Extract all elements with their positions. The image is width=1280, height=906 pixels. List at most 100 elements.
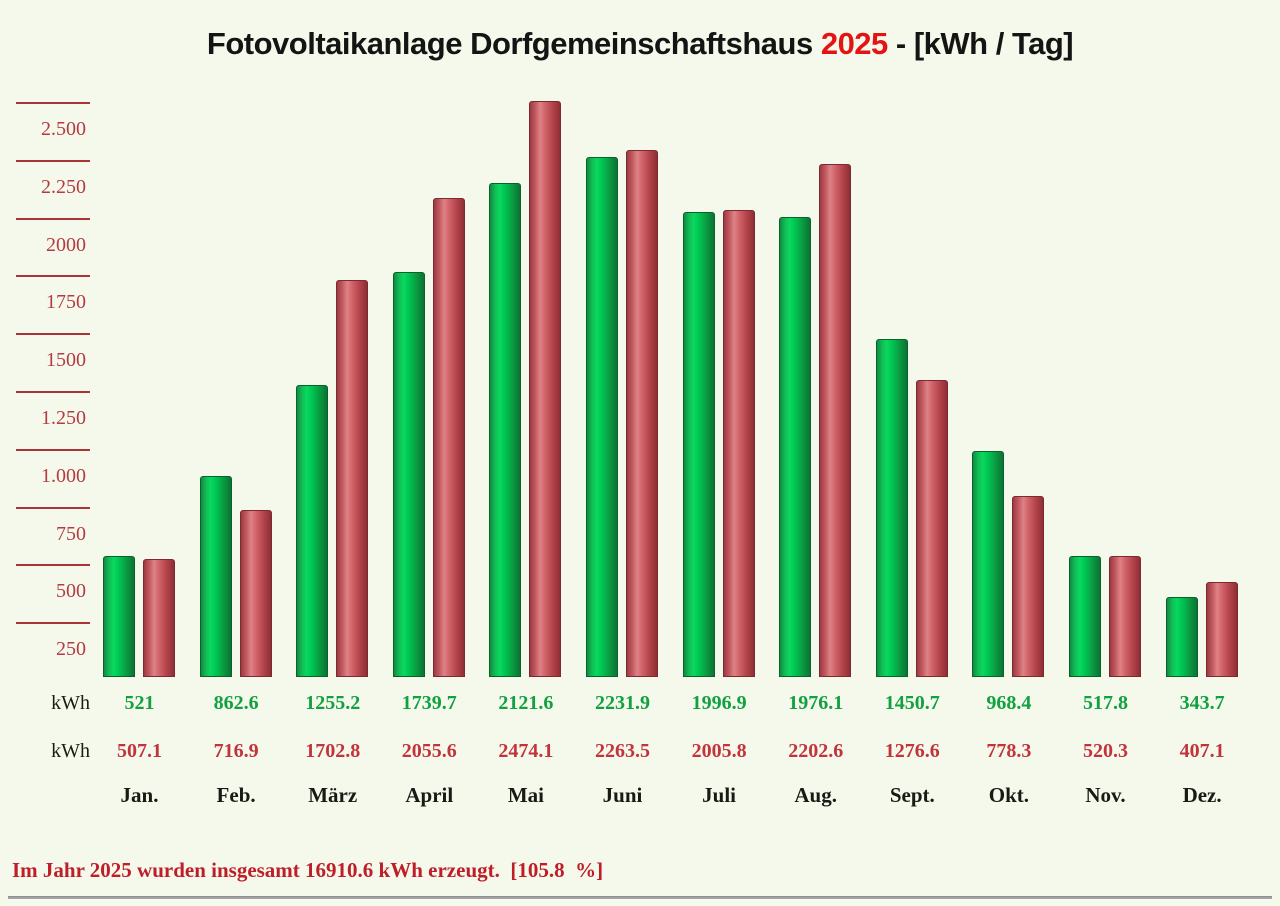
value-green: 1976.1 xyxy=(788,692,844,714)
y-axis-tick-label: 250 xyxy=(56,638,86,661)
y-axis-tick-line xyxy=(16,333,90,336)
month-column: 1255.2 1702.8 März xyxy=(284,0,381,906)
bar-green xyxy=(199,476,232,677)
y-axis-tick-line xyxy=(16,506,90,509)
y-axis-tick-label: 1750 xyxy=(46,291,86,314)
y-axis-tick-line xyxy=(16,391,90,393)
unit-label-red-row: kWh xyxy=(51,740,90,762)
month-column: 521 507.1 Jan. xyxy=(91,0,188,906)
bar-green xyxy=(392,271,425,677)
value-red: 1702.8 xyxy=(305,740,361,762)
bar-green xyxy=(1069,556,1101,677)
value-red: 2055.6 xyxy=(401,740,457,762)
value-red: 2005.8 xyxy=(691,740,747,762)
bar-red xyxy=(722,209,755,677)
y-axis-tick-label: 2.250 xyxy=(41,175,86,198)
y-axis-tick-label: 2000 xyxy=(46,233,86,256)
value-red: 507.1 xyxy=(117,740,162,762)
y-axis-tick-label: 1500 xyxy=(46,349,86,372)
bar-green xyxy=(972,451,1005,677)
month-label: Aug. xyxy=(794,783,837,807)
month-column: 517.8 520.3 Nov. xyxy=(1057,0,1154,906)
month-label: Feb. xyxy=(216,783,256,807)
y-axis-tick-label: 750 xyxy=(56,522,86,545)
value-green: 968.4 xyxy=(986,692,1032,714)
month-label: Nov. xyxy=(1085,783,1126,807)
month-column: 968.4 778.3 Okt. xyxy=(960,0,1057,906)
y-axis-tick-line xyxy=(16,275,90,278)
month-column: 862.6 716.9 Feb. xyxy=(188,0,285,906)
bar-red xyxy=(626,149,658,677)
month-label: Dez. xyxy=(1182,783,1222,807)
y-axis-tick-label: 1.250 xyxy=(41,407,86,429)
bar-red xyxy=(1109,555,1141,677)
value-red: 716.9 xyxy=(213,740,259,762)
y-axis-tick-label: 2.500 xyxy=(41,118,86,140)
value-green: 521 xyxy=(124,692,155,714)
value-red: 2263.5 xyxy=(595,740,650,762)
month-column: 1450.7 1276.6 Sept. xyxy=(864,0,961,906)
y-axis-tick-label: 1.000 xyxy=(41,464,86,487)
bar-green xyxy=(489,182,522,677)
value-red: 2202.6 xyxy=(788,740,844,762)
bar-red xyxy=(143,558,175,677)
month-label: April xyxy=(405,783,454,807)
y-axis-tick-label: 500 xyxy=(56,580,86,603)
bar-green xyxy=(875,339,908,677)
y-axis-tick-line xyxy=(16,217,90,220)
value-red: 407.1 xyxy=(1179,740,1225,762)
value-red: 1276.6 xyxy=(884,740,940,762)
month-column: 343.7 407.1 Dez. xyxy=(1154,0,1251,906)
month-label: Okt. xyxy=(988,783,1030,807)
value-green: 862.6 xyxy=(213,692,259,714)
month-label: Juni xyxy=(602,783,643,807)
bar-red xyxy=(336,280,369,677)
value-green: 1255.2 xyxy=(305,692,361,714)
unit-label-green-row: kWh xyxy=(51,692,90,714)
y-axis-tick-line xyxy=(16,448,90,451)
value-green: 1996.9 xyxy=(691,692,747,714)
bar-green xyxy=(1165,596,1198,677)
bar-red xyxy=(819,163,852,677)
bar-green xyxy=(296,384,329,677)
value-green: 343.7 xyxy=(1179,692,1225,714)
value-green: 2231.9 xyxy=(595,692,650,714)
month-label: Jan. xyxy=(120,783,159,807)
value-green: 1450.7 xyxy=(884,692,940,714)
y-axis-tick-line xyxy=(16,159,90,162)
bar-red xyxy=(1012,495,1045,677)
y-axis-tick-line xyxy=(16,622,90,625)
month-column: 2121.6 2474.1 Mai xyxy=(477,0,574,906)
bar-green xyxy=(682,211,715,677)
y-axis-tick-line xyxy=(16,564,90,567)
chart-title: Fotovoltaikanlage Dorfgemeinschaftshaus … xyxy=(0,26,1280,62)
chart-title-year: 2025 xyxy=(820,26,888,61)
month-label: Juli xyxy=(702,783,737,807)
value-red: 2474.1 xyxy=(498,740,554,762)
month-label: März xyxy=(308,783,358,807)
month-column: 2231.9 2263.5 Juni xyxy=(574,0,671,906)
month-column: 1739.7 2055.6 April xyxy=(381,0,478,906)
bar-red xyxy=(1205,582,1238,677)
bar-red xyxy=(915,379,948,677)
bar-red xyxy=(239,509,272,677)
bar-red xyxy=(529,100,562,677)
value-red: 520.3 xyxy=(1083,740,1128,762)
chart-title-unit: - [kWh / Tag] xyxy=(887,26,1074,61)
month-column: 1976.1 2202.6 Aug. xyxy=(767,0,864,906)
bar-red xyxy=(432,198,465,677)
summary-text: Im Jahr 2025 wurden insgesamt 16910.6 kW… xyxy=(12,858,604,882)
bottom-divider xyxy=(8,896,1272,900)
chart-title-text: Fotovoltaikanlage Dorfgemeinschaftshaus xyxy=(206,26,821,61)
value-green: 1739.7 xyxy=(401,692,457,714)
bar-green xyxy=(779,216,812,677)
y-axis-tick-line xyxy=(16,102,90,104)
value-green: 517.8 xyxy=(1083,692,1128,714)
bar-green xyxy=(586,156,618,677)
bar-green xyxy=(103,555,135,677)
month-label: Mai xyxy=(507,783,544,807)
value-red: 778.3 xyxy=(986,740,1032,762)
value-green: 2121.6 xyxy=(498,692,554,714)
month-column: 1996.9 2005.8 Juli xyxy=(671,0,768,906)
